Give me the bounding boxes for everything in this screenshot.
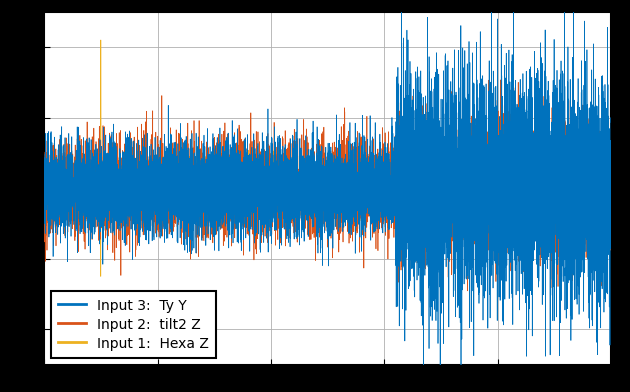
Input 3:  Ty Y: (45, 0.357): Ty Y: (45, 0.357) [43, 173, 50, 178]
Input 2:  tilt2 Z: (598, -0.378): tilt2 Z: (598, -0.378) [74, 199, 82, 204]
Input 1:  Hexa Z: (1.96e+03, 0.128): Hexa Z: (1.96e+03, 0.128) [151, 181, 159, 186]
Input 2:  tilt2 Z: (45, 0.386): tilt2 Z: (45, 0.386) [43, 172, 50, 177]
Input 1:  Hexa Z: (4.89e+03, 0.939): Hexa Z: (4.89e+03, 0.939) [318, 152, 325, 157]
Input 2:  tilt2 Z: (4.89e+03, -0.317): tilt2 Z: (4.89e+03, -0.317) [318, 197, 325, 202]
Input 2:  tilt2 Z: (8.12e+03, -2.92): tilt2 Z: (8.12e+03, -2.92) [501, 289, 508, 294]
Input 3:  Ty Y: (1.96e+03, 0.119): Ty Y: (1.96e+03, 0.119) [152, 181, 159, 186]
Input 3:  Ty Y: (414, -0.316): Ty Y: (414, -0.316) [64, 197, 71, 201]
Input 1:  Hexa Z: (1e+04, 1.86): Hexa Z: (1e+04, 1.86) [607, 120, 615, 125]
Legend: Input 3:  Ty Y, Input 2:  tilt2 Z, Input 1:  Hexa Z: Input 3: Ty Y, Input 2: tilt2 Z, Input 1… [51, 291, 215, 358]
Input 2:  tilt2 Z: (8.05e+03, 3.07): tilt2 Z: (8.05e+03, 3.07) [496, 78, 504, 82]
Input 3:  Ty Y: (1e+04, -0.0759): Ty Y: (1e+04, -0.0759) [607, 189, 615, 193]
Input 1:  Hexa Z: (45, -0.138): Hexa Z: (45, -0.138) [43, 191, 50, 195]
Input 2:  tilt2 Z: (1e+04, -0.957): tilt2 Z: (1e+04, -0.957) [607, 220, 615, 224]
Input 1:  Hexa Z: (598, -0.64): Hexa Z: (598, -0.64) [74, 209, 82, 213]
Line: Input 2:  tilt2 Z: Input 2: tilt2 Z [44, 80, 611, 291]
Input 2:  tilt2 Z: (0, 0.575): tilt2 Z: (0, 0.575) [40, 165, 48, 170]
Input 2:  tilt2 Z: (414, 0.8): tilt2 Z: (414, 0.8) [64, 158, 71, 162]
Input 3:  Ty Y: (0, -0.442): Ty Y: (0, -0.442) [40, 201, 48, 206]
Input 2:  tilt2 Z: (9.47e+03, -0.829): tilt2 Z: (9.47e+03, -0.829) [577, 215, 585, 220]
Input 1:  Hexa Z: (0, 0.866): Hexa Z: (0, 0.866) [40, 155, 48, 160]
Line: Input 3:  Ty Y: Input 3: Ty Y [44, 40, 611, 276]
Input 1:  Hexa Z: (9.47e+03, 1.47): Hexa Z: (9.47e+03, 1.47) [577, 134, 585, 139]
Input 3:  Ty Y: (4.89e+03, 0.86): Ty Y: (4.89e+03, 0.86) [318, 156, 325, 160]
Input 3:  Ty Y: (1e+03, 4.2): Ty Y: (1e+03, 4.2) [97, 38, 105, 42]
Input 3:  Ty Y: (9.47e+03, -0.202): Ty Y: (9.47e+03, -0.202) [577, 193, 585, 198]
Input 3:  Ty Y: (598, 0.113): Ty Y: (598, 0.113) [74, 182, 82, 187]
Input 2:  tilt2 Z: (1.96e+03, 0.198): tilt2 Z: (1.96e+03, 0.198) [151, 179, 159, 183]
Line: Input 1:  Hexa Z: Input 1: Hexa Z [44, 0, 611, 392]
Input 1:  Hexa Z: (414, -0.303): Hexa Z: (414, -0.303) [64, 196, 71, 201]
Input 3:  Ty Y: (999, -2.5): Ty Y: (999, -2.5) [97, 274, 105, 279]
Input 1:  Hexa Z: (6.69e+03, -5.79): Hexa Z: (6.69e+03, -5.79) [420, 390, 427, 392]
